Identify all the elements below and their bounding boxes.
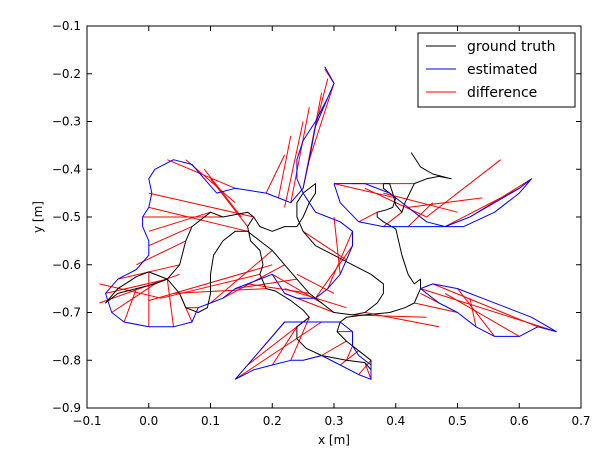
difference-segment (364, 187, 427, 218)
difference-segment (284, 121, 304, 208)
difference-segment (148, 192, 254, 218)
difference-segment (296, 273, 335, 294)
x-axis-label: x [m] (318, 433, 350, 447)
difference-segment (290, 107, 310, 203)
difference-segment (469, 298, 477, 327)
difference-segment (271, 326, 298, 366)
x-tick-label: 0.2 (263, 414, 282, 428)
difference-segment (444, 187, 520, 228)
difference-segment (420, 288, 557, 333)
plot-area (99, 66, 557, 380)
x-tick-label: 0.6 (510, 414, 529, 428)
x-tick-label: 0.3 (324, 414, 343, 428)
difference-segment (364, 362, 372, 380)
legend-label-estimated: estimated (467, 62, 538, 78)
series-line-ground-truth (105, 152, 452, 371)
difference-segment (364, 312, 440, 328)
difference-segment (308, 83, 335, 160)
difference-segment (444, 292, 520, 337)
y-tick-label: −0.8 (52, 353, 81, 367)
series-line-estimated (105, 66, 353, 328)
legend-label-ground-truth: ground truth (467, 39, 555, 55)
difference-segment (407, 202, 434, 227)
y-tick-label: −0.5 (52, 210, 81, 224)
x-tick-label: 0.7 (571, 414, 590, 428)
series-line-estimated (420, 283, 557, 337)
difference-segment (290, 317, 310, 361)
y-tick-label: −0.6 (52, 258, 81, 272)
y-axis: −0.1 −0.2 −0.3 −0.4 −0.5 −0.6 −0.7 −0.8 −0.9 (52, 19, 581, 415)
y-tick-label: −0.7 (52, 306, 81, 320)
difference-segment (123, 288, 137, 323)
difference-segment (203, 168, 242, 218)
difference-segment (358, 359, 372, 375)
difference-segment (426, 159, 502, 218)
x-tick-label: 0.1 (201, 414, 220, 428)
difference-segment (234, 321, 322, 380)
difference-segment (235, 278, 297, 290)
difference-segment (210, 178, 248, 227)
series-line-estimated (234, 321, 372, 380)
difference-segment (148, 226, 193, 247)
difference-segment (99, 283, 162, 299)
difference-segment (383, 192, 458, 213)
difference-segment (136, 240, 187, 266)
x-tick-label: −0.1 (72, 414, 101, 428)
series-line-estimated (333, 178, 533, 228)
difference-segment (327, 231, 353, 289)
difference-segment (457, 288, 495, 337)
difference-segment (420, 292, 440, 304)
difference-segment (358, 211, 378, 223)
x-tick-label: 0.5 (448, 414, 467, 428)
difference-segment (414, 302, 458, 313)
legend: ground truth estimated difference (417, 32, 576, 108)
legend-box (417, 32, 576, 108)
legend-label-difference: difference (467, 85, 537, 101)
difference-segment (345, 345, 353, 361)
difference-segment (247, 321, 304, 366)
x-axis: −0.1 0.0 0.1 0.2 0.3 0.4 0.5 0.6 0.7 (72, 26, 591, 428)
x-tick-label: 0.0 (139, 414, 158, 428)
difference-segment (167, 159, 236, 189)
difference-segment (247, 283, 310, 294)
difference-segment (333, 183, 396, 199)
difference-segment (277, 135, 292, 198)
difference-segment (173, 288, 267, 294)
difference-segment (339, 350, 360, 366)
y-tick-label: −0.9 (52, 401, 81, 415)
y-tick-label: −0.4 (52, 162, 81, 176)
y-tick-label: −0.3 (52, 115, 81, 129)
difference-segment (166, 279, 174, 327)
difference-segment (148, 206, 248, 232)
difference-segment (321, 340, 347, 356)
y-tick-label: −0.2 (52, 67, 81, 81)
difference-segment (265, 154, 286, 194)
x-tick-label: 0.4 (386, 414, 405, 428)
difference-segment (302, 230, 347, 261)
difference-segment (315, 245, 353, 299)
difference-segment (148, 211, 211, 232)
y-tick-label: −0.1 (52, 19, 81, 33)
difference-segment (432, 283, 538, 328)
difference-segment (383, 211, 403, 227)
difference-segment (333, 216, 341, 275)
y-axis-label: y [m] (31, 201, 45, 233)
